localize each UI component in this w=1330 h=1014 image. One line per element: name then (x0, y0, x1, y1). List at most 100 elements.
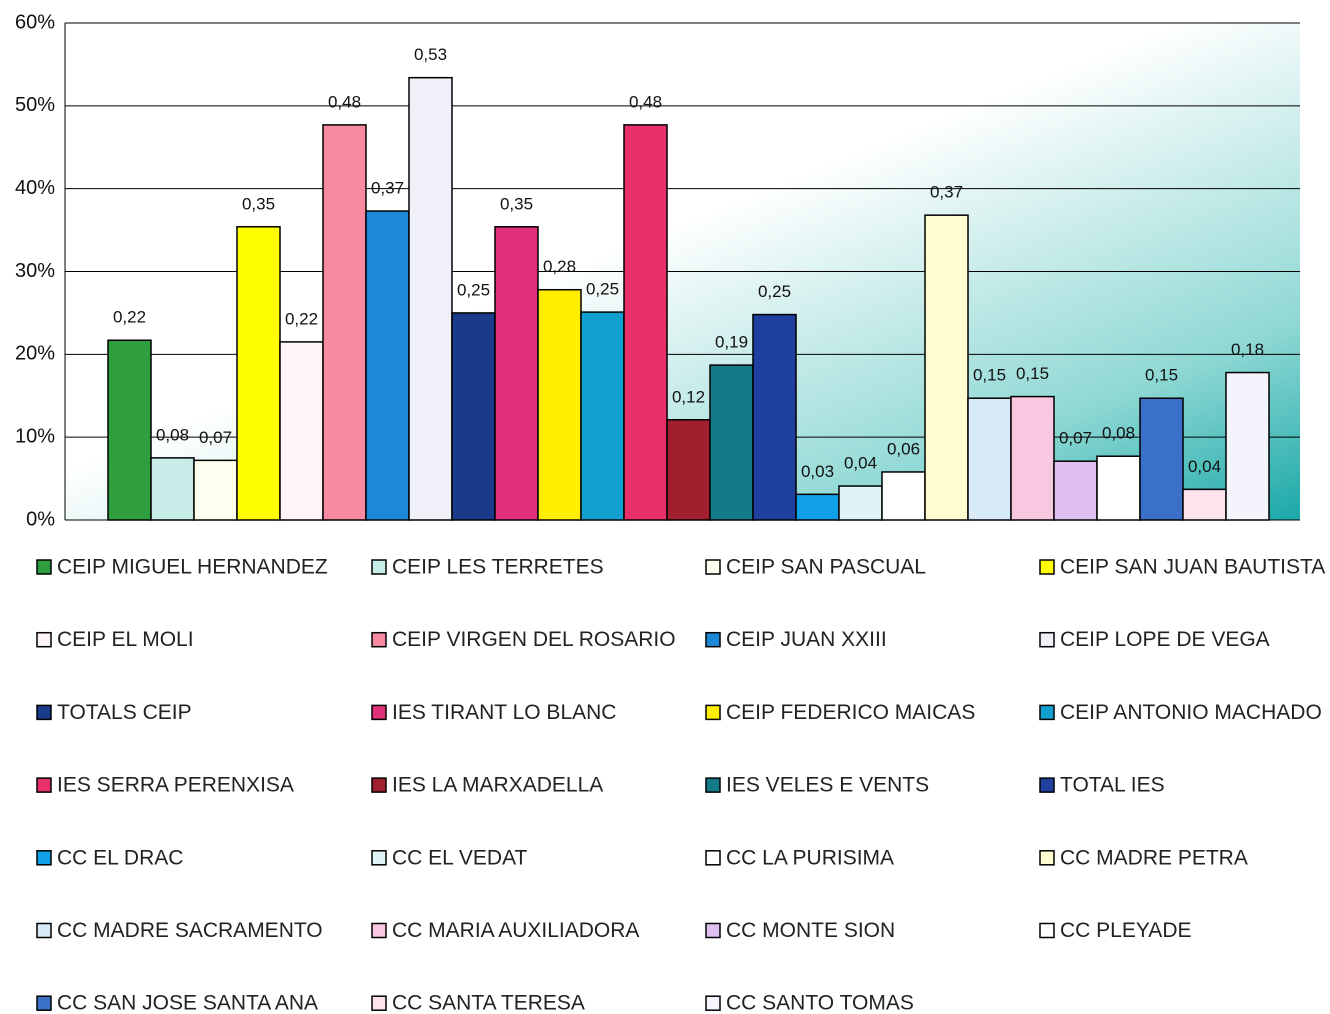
legend-swatch (705, 704, 721, 721)
legend-label: CEIP SAN JUAN BAUTISTA (1060, 556, 1325, 579)
legend-label: CEIP JUAN XXIII (726, 628, 887, 651)
data-label: 0,15 (973, 366, 1006, 385)
legend-swatch (1039, 922, 1055, 939)
data-label: 0,08 (1102, 424, 1135, 443)
data-label: 0,25 (586, 280, 619, 299)
data-label: 0,19 (715, 333, 748, 352)
bar (1225, 371, 1270, 521)
legend-swatch (1039, 850, 1055, 866)
data-label: 0,18 (1231, 340, 1264, 359)
data-label: 0,08 (156, 425, 189, 444)
legend-swatch (371, 704, 387, 721)
data-label: 0,15 (1016, 364, 1049, 383)
bar (494, 226, 539, 521)
bar (881, 471, 926, 521)
bar (623, 124, 668, 521)
data-label: 0,48 (629, 92, 662, 111)
y-tick-label: 50% (15, 94, 55, 116)
legend-swatch (371, 922, 387, 939)
legend-label: CC EL VEDAT (392, 846, 528, 869)
data-label: 0,37 (371, 179, 404, 198)
legend-swatch (36, 631, 52, 648)
data-label: 0,53 (414, 45, 447, 64)
legend-label: CEIP LOPE DE VEGA (1060, 628, 1270, 651)
bar (580, 311, 625, 521)
data-label: 0,04 (1188, 457, 1221, 476)
bar (752, 313, 797, 521)
legend-swatch (36, 559, 52, 575)
y-tick-label: 0% (26, 508, 55, 530)
legend-label: TOTALS CEIP (57, 701, 192, 724)
data-label: 0,48 (328, 92, 361, 111)
legend-swatch (371, 850, 387, 866)
legend-label: CC EL DRAC (57, 846, 183, 869)
legend-label: CC SANTA TERESA (392, 992, 585, 1014)
legend-swatch (371, 995, 387, 1011)
data-label: 0,25 (758, 282, 791, 301)
bar (107, 339, 152, 521)
legend-label: CEIP FEDERICO MAICAS (726, 701, 975, 724)
legend-swatch (36, 777, 52, 793)
data-label: 0,07 (1059, 429, 1092, 448)
legend-label: IES LA MARXADELLA (392, 774, 603, 797)
data-label: 0,04 (844, 454, 877, 473)
legend-label: CEIP MIGUEL HERNANDEZ (57, 556, 328, 579)
legend-label: IES TIRANT LO BLANC (392, 701, 616, 724)
data-label: 0,35 (500, 194, 533, 213)
y-tick-label: 60% (15, 11, 55, 33)
legend-label: IES SERRA PERENXISA (57, 774, 294, 797)
data-label: 0,06 (887, 439, 920, 458)
legend-label: CC MADRE PETRA (1060, 846, 1248, 869)
legend-swatch (36, 850, 52, 866)
legend-swatch (1039, 559, 1055, 575)
legend-label: CEIP EL MOLI (57, 628, 194, 651)
bar (1053, 460, 1098, 521)
data-label: 0,15 (1145, 366, 1178, 385)
bar (365, 210, 410, 521)
legend-label: CC PLEYADE (1060, 919, 1192, 942)
data-label: 0,22 (113, 308, 146, 327)
data-label: 0,28 (543, 257, 576, 276)
legend-swatch (705, 922, 721, 939)
bar (1182, 488, 1227, 521)
legend-swatch (1039, 704, 1055, 721)
bar (537, 288, 582, 521)
legend-swatch (371, 631, 387, 648)
legend-label: CEIP SAN PASCUAL (726, 556, 926, 579)
bar (322, 124, 367, 521)
legend-label: CC SAN JOSE SANTA ANA (57, 992, 318, 1014)
bar (666, 419, 711, 521)
legend-swatch (705, 850, 721, 866)
legend-swatch (36, 922, 52, 939)
bar (279, 341, 324, 521)
legend-swatch (371, 559, 387, 575)
data-label: 0,35 (242, 194, 275, 213)
legend-label: CC MONTE SION (726, 919, 895, 942)
y-tick-label: 30% (15, 260, 55, 282)
legend-swatch (705, 777, 721, 793)
legend-label: CC SANTO TOMAS (726, 992, 914, 1014)
legend-swatch (705, 631, 721, 648)
data-label: 0,03 (801, 462, 834, 481)
legend-swatch (1039, 631, 1055, 648)
data-label: 0,22 (285, 309, 318, 328)
data-label: 0,37 (930, 183, 963, 202)
bar (193, 459, 238, 521)
legend-swatch (36, 704, 52, 721)
bar (1139, 397, 1184, 521)
legend-label: CC MADRE SACRAMENTO (57, 919, 323, 942)
bar (967, 397, 1012, 521)
data-label: 0,12 (672, 387, 705, 406)
legend-label: CC LA PURISIMA (726, 846, 894, 869)
legend-label: TOTAL IES (1060, 774, 1165, 797)
legend-label: CEIP VIRGEN DEL ROSARIO (392, 628, 676, 651)
bar (408, 76, 453, 521)
bar (838, 485, 883, 521)
bar (795, 493, 840, 521)
bar (1096, 455, 1141, 521)
y-tick-label: 10% (15, 425, 55, 447)
data-label: 0,25 (457, 280, 490, 299)
bar (924, 214, 969, 521)
bar (709, 364, 754, 521)
